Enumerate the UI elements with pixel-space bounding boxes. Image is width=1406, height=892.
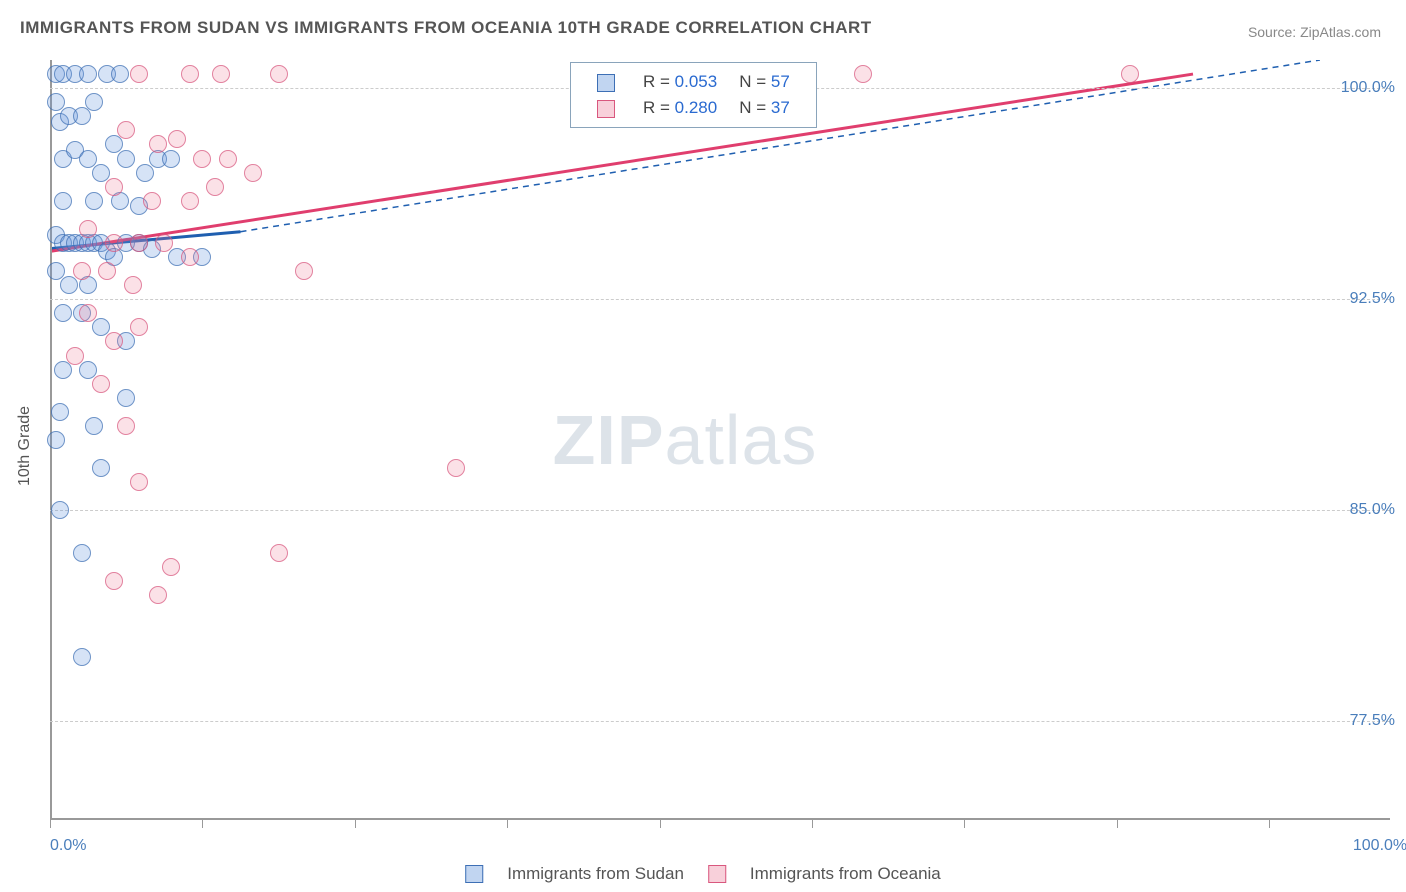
data-point (54, 192, 72, 210)
data-point (155, 234, 173, 252)
data-point (117, 150, 135, 168)
data-point (51, 501, 69, 519)
legend-swatch (465, 865, 483, 883)
data-point (111, 65, 129, 83)
data-point (1121, 65, 1139, 83)
legend-swatch (597, 100, 615, 118)
data-point (79, 304, 97, 322)
data-point (73, 107, 91, 125)
data-point (73, 262, 91, 280)
data-point (854, 65, 872, 83)
stat-n-label: N = 57 (729, 70, 800, 94)
data-point (270, 65, 288, 83)
data-point (124, 276, 142, 294)
x-axis-line (50, 818, 1390, 820)
data-point (79, 65, 97, 83)
data-point (193, 150, 211, 168)
stat-r-label: R = 0.053 (633, 70, 727, 94)
data-point (54, 361, 72, 379)
data-point (136, 164, 154, 182)
data-point (117, 389, 135, 407)
stats-row: R = 0.280 N = 37 (587, 96, 800, 120)
data-point (73, 544, 91, 562)
grid-line (50, 721, 1390, 722)
data-point (130, 65, 148, 83)
data-point (270, 544, 288, 562)
x-tick (1117, 820, 1118, 828)
y-tick-label: 77.5% (1350, 712, 1395, 730)
source-label: Source: ZipAtlas.com (1248, 24, 1381, 40)
data-point (130, 318, 148, 336)
data-point (105, 234, 123, 252)
data-point (162, 150, 180, 168)
data-point (181, 65, 199, 83)
data-point (212, 65, 230, 83)
chart-svg (50, 60, 1320, 820)
x-tick (355, 820, 356, 828)
y-tick-label: 85.0% (1350, 501, 1395, 519)
bottom-legend: Immigrants from Sudan Immigrants from Oce… (453, 863, 953, 884)
data-point (79, 220, 97, 238)
legend-swatch (708, 865, 726, 883)
data-point (98, 262, 116, 280)
x-tick-label: 100.0% (1353, 837, 1406, 855)
plot-area: ZIPatlas R = 0.053 N = 57 R = 0.280 N = … (50, 60, 1320, 820)
x-tick (964, 820, 965, 828)
x-tick (660, 820, 661, 828)
data-point (105, 332, 123, 350)
data-point (85, 417, 103, 435)
x-tick (50, 820, 51, 828)
data-point (149, 586, 167, 604)
data-point (85, 93, 103, 111)
x-tick (812, 820, 813, 828)
data-point (85, 192, 103, 210)
data-point (295, 262, 313, 280)
data-point (66, 347, 84, 365)
x-tick (507, 820, 508, 828)
data-point (73, 648, 91, 666)
stats-row: R = 0.053 N = 57 (587, 70, 800, 94)
data-point (117, 417, 135, 435)
data-point (149, 135, 167, 153)
data-point (51, 403, 69, 421)
data-point (181, 192, 199, 210)
data-point (105, 178, 123, 196)
data-point (181, 248, 199, 266)
stat-n-label: N = 37 (729, 96, 800, 120)
data-point (47, 431, 65, 449)
chart-title: IMMIGRANTS FROM SUDAN VS IMMIGRANTS FROM… (20, 18, 872, 38)
legend-label: Immigrants from Oceania (750, 864, 941, 883)
data-point (60, 276, 78, 294)
y-tick-label: 92.5% (1350, 290, 1395, 308)
data-point (130, 473, 148, 491)
x-tick (1269, 820, 1270, 828)
data-point (92, 375, 110, 393)
legend-swatch (597, 74, 615, 92)
x-tick-label: 0.0% (50, 837, 86, 855)
legend-label: Immigrants from Sudan (507, 864, 684, 883)
data-point (206, 178, 224, 196)
x-tick (202, 820, 203, 828)
data-point (219, 150, 237, 168)
data-point (130, 234, 148, 252)
grid-line (50, 510, 1390, 511)
data-point (447, 459, 465, 477)
data-point (168, 130, 186, 148)
data-point (92, 459, 110, 477)
grid-line (50, 299, 1390, 300)
data-point (244, 164, 262, 182)
data-point (54, 304, 72, 322)
stat-r-label: R = 0.280 (633, 96, 727, 120)
data-point (105, 572, 123, 590)
data-point (143, 192, 161, 210)
data-point (117, 121, 135, 139)
y-tick-label: 100.0% (1341, 79, 1395, 97)
y-axis-label: 10th Grade (16, 406, 34, 486)
data-point (162, 558, 180, 576)
stats-legend: R = 0.053 N = 57 R = 0.280 N = 37 (570, 62, 817, 128)
